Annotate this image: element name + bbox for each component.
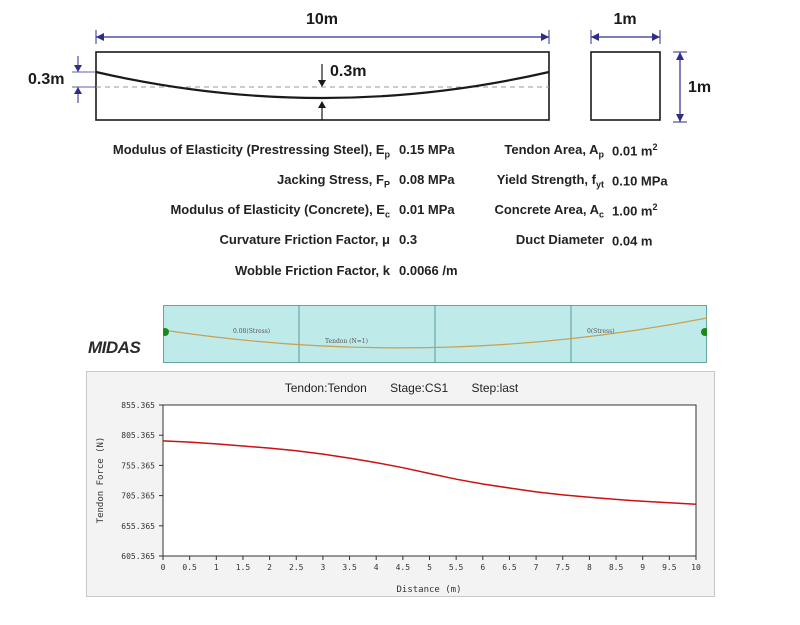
prop-left-3-name: Curvature Friction Factor, μ — [219, 232, 391, 247]
x-tick-label: 3.5 — [342, 563, 357, 572]
section-width-arrow-left — [591, 33, 599, 41]
prop-right-2-value: 1.00 m2 — [612, 202, 658, 219]
y-tick-label: 655.365 — [121, 522, 155, 531]
offset-label: 0.3m — [28, 71, 64, 88]
x-tick-label: 9.5 — [662, 563, 677, 572]
y-tick-label: 805.365 — [121, 431, 155, 440]
prop-left-2-value: 0.01 MPa — [399, 202, 455, 217]
x-tick-label: 8 — [587, 563, 592, 572]
tendon-model-svg: 0.08(Stress) Tendon (N=1) 0(Stress) — [163, 305, 707, 363]
x-tick-label: 10 — [691, 563, 701, 572]
chart-title-tendon: Tendon:Tendon — [284, 381, 367, 395]
y-ticks: 855.365 805.365 755.365 705.365 655.365 605.3… — [121, 401, 163, 561]
prop-right-3-value: 0.04 m — [612, 233, 653, 249]
prop-right-2-name: Concrete Area, Ac — [494, 202, 604, 220]
prop-left-3-value: 0.3 — [399, 232, 418, 247]
section-height-label: 1m — [688, 79, 711, 96]
sag-label: 0.3m — [330, 63, 366, 80]
x-tick-label: 2.5 — [289, 563, 304, 572]
prop-left-1-value: 0.08 MPa — [399, 172, 455, 187]
x-ticks: 0 0.5 1 1.5 2 2.5 3 3.5 4 4.5 5 5.5 6 6.5 7 7.5 8 8.5 9 9.5… — [161, 556, 701, 572]
x-tick-label: 6.5 — [502, 563, 517, 572]
y-tick-label: 605.365 — [121, 552, 155, 561]
model-tendon-curve — [163, 317, 707, 349]
x-tick-label: 1 — [214, 563, 219, 572]
x-tick-label: 1.5 — [236, 563, 251, 572]
x-tick-label: 8.5 — [609, 563, 624, 572]
model-label-right: 0(Stress) — [587, 328, 615, 335]
prop-right-0-value: 0.01 m2 — [612, 142, 658, 159]
prop-right-1-name: Yield Strength, fyt — [496, 172, 604, 190]
x-tick-label: 0.5 — [182, 563, 197, 572]
offset-arrowhead-top — [74, 65, 82, 72]
length-arrow-right — [541, 33, 549, 41]
tendon-profile — [95, 70, 550, 100]
prop-right-3-name: Duct Diameter — [515, 232, 604, 247]
prop-left-1-name: Jacking Stress, FP — [277, 172, 390, 190]
x-tick-label: 4 — [374, 563, 379, 572]
prop-left-4-name: Wobble Friction Factor, k — [234, 263, 390, 278]
prop-right-1-value: 0.10 MPa — [612, 173, 668, 189]
y-axis-label: Tendon Force (N) — [96, 437, 106, 524]
tendon-model-view: 0.08(Stress) Tendon (N=1) 0(Stress) — [163, 305, 707, 363]
tendon-force-chart: 0 0.5 1 1.5 2 2.5 3 3.5 4 4.5 5 5.5 6 6.5 7 7.5 8 8.5 9 9.5… — [96, 401, 701, 595]
y-tick-label: 855.365 — [121, 401, 155, 410]
midas-logo: MIDAS — [88, 338, 141, 357]
x-tick-label: 4.5 — [396, 563, 411, 572]
y-tick-label: 705.365 — [121, 492, 155, 501]
prop-left-2-name: Modulus of Elasticity (Concrete), Ec — [170, 202, 390, 220]
x-tick-label: 7.5 — [556, 563, 571, 572]
prop-left-0-name: Modulus of Elasticity (Prestressing Stee… — [112, 142, 390, 160]
chart-title-step: Step:last — [471, 381, 519, 395]
beam-length-label: 10m — [306, 11, 338, 28]
x-tick-label: 5 — [427, 563, 432, 572]
model-anchor-left — [163, 328, 169, 336]
offset-arrowhead-bottom — [74, 87, 82, 94]
plot-area — [162, 404, 697, 557]
series-group — [162, 440, 697, 506]
length-arrow-left — [96, 33, 104, 41]
model-label-mid: Tendon (N=1) — [325, 338, 368, 345]
series-line-0 — [162, 440, 697, 506]
prop-right-0-name: Tendon Area, Ap — [504, 142, 604, 160]
x-tick-label: 7 — [534, 563, 539, 572]
prop-left-0-value: 0.15 MPa — [399, 142, 455, 157]
y-tick-label: 755.365 — [121, 461, 155, 470]
prop-left-4-value: 0.0066 /m — [399, 263, 458, 278]
x-axis-label: Distance (m) — [396, 585, 461, 595]
x-tick-label: 6 — [480, 563, 485, 572]
section-height-arrow-bottom — [676, 114, 684, 122]
chart-title: Tendon:Tendon Stage:CS1 Step:last — [87, 381, 716, 395]
tendon-force-chart-panel: Tendon:Tendon Stage:CS1 Step:last 0 0.5 1 1… — [86, 371, 715, 597]
section-width-arrow-right — [652, 33, 660, 41]
sag-arrowhead-top — [318, 80, 326, 87]
x-tick-label: 0 — [161, 563, 166, 572]
model-label-left: 0.08(Stress) — [233, 328, 270, 335]
chart-title-stage: Stage:CS1 — [390, 381, 449, 395]
x-tick-label: 2 — [267, 563, 272, 572]
x-tick-label: 5.5 — [449, 563, 464, 572]
model-anchor-right — [701, 328, 707, 336]
cross-section — [590, 51, 661, 121]
x-tick-label: 3 — [320, 563, 325, 572]
section-width-label: 1m — [613, 11, 636, 28]
beam-diagram: 10m 0.3m 0.3m 1m 1m — [28, 11, 711, 123]
x-tick-label: 9 — [640, 563, 645, 572]
section-height-arrow-top — [676, 52, 684, 60]
sag-arrowhead-bottom — [318, 101, 326, 108]
